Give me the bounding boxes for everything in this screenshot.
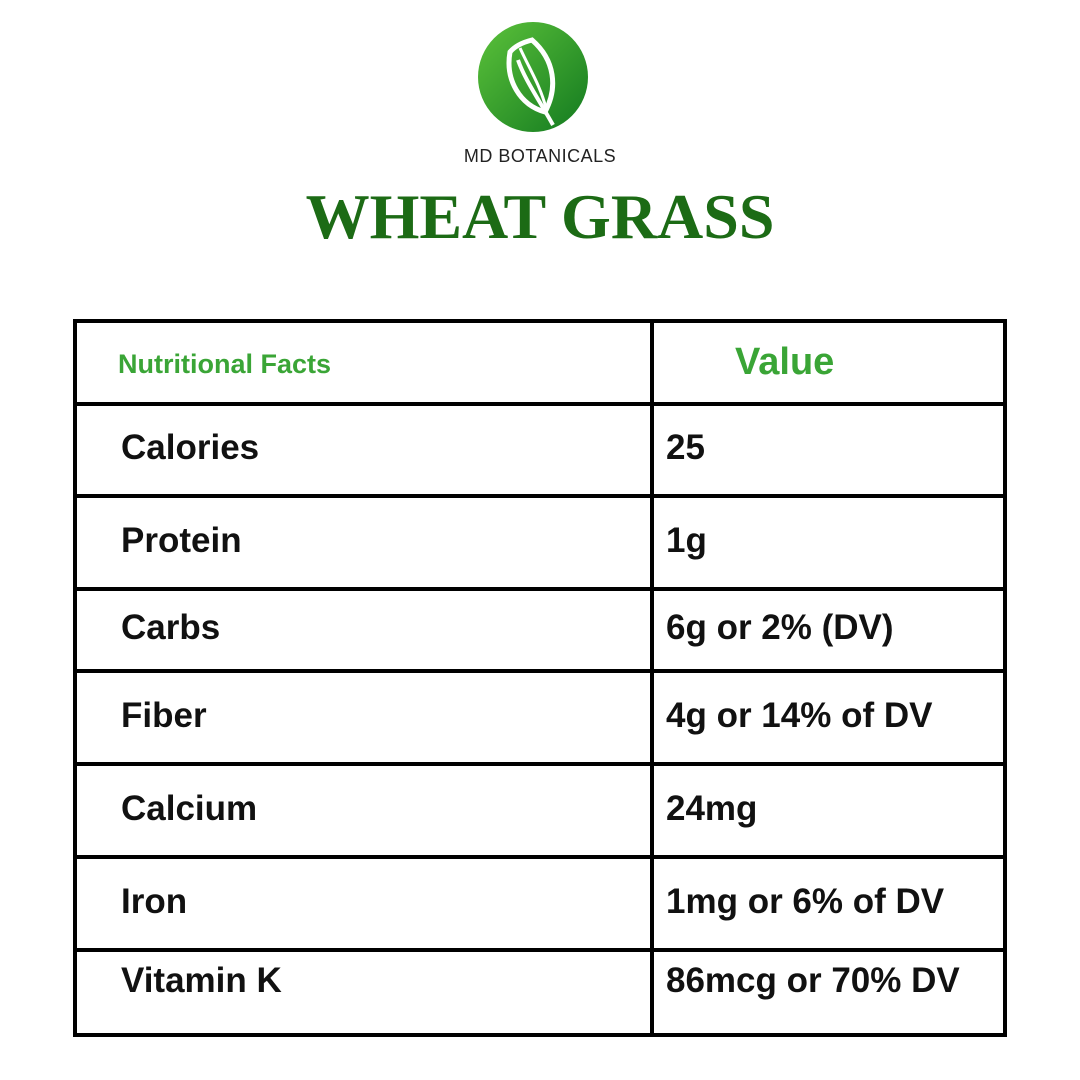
brand: MD BOTANICALS [463,146,617,166]
column-header: Value [735,341,835,383]
nutrient: Fiber [121,695,207,735]
nutrient: Carbs [121,608,221,647]
nutrient: Calcium [121,788,258,828]
col-border [73,319,77,1037]
value: 24mg [666,788,758,828]
value: 25 [666,428,705,467]
row-border [73,319,1007,323]
row-border [73,402,1007,406]
col-border [650,319,654,1037]
row-border [73,494,1007,498]
nutrient: Protein [121,520,242,560]
logo [478,22,588,132]
row-border [73,669,1007,673]
title: WHEAT GRASS [305,181,775,252]
row-border [73,762,1007,766]
row-border [73,1033,1007,1037]
nutrient: Calories [121,428,260,467]
value: 1mg or 6% of DV [666,881,945,921]
row-border [73,587,1007,591]
value: 1g [666,520,707,560]
col-border [1003,319,1007,1037]
value: 86mcg or 70% DV [666,960,960,1000]
row-border [73,855,1007,859]
column-header: Nutritional Facts [118,349,332,379]
value: 6g or 2% (DV) [666,608,894,647]
value: 4g or 14% of DV [666,695,933,735]
row-border [73,948,1007,952]
nutrient: Iron [121,881,188,921]
nutrient: Vitamin K [121,960,282,1000]
nutrition-table: Nutritional Facts Value Calories 25 Protein 1… [73,319,1007,1037]
